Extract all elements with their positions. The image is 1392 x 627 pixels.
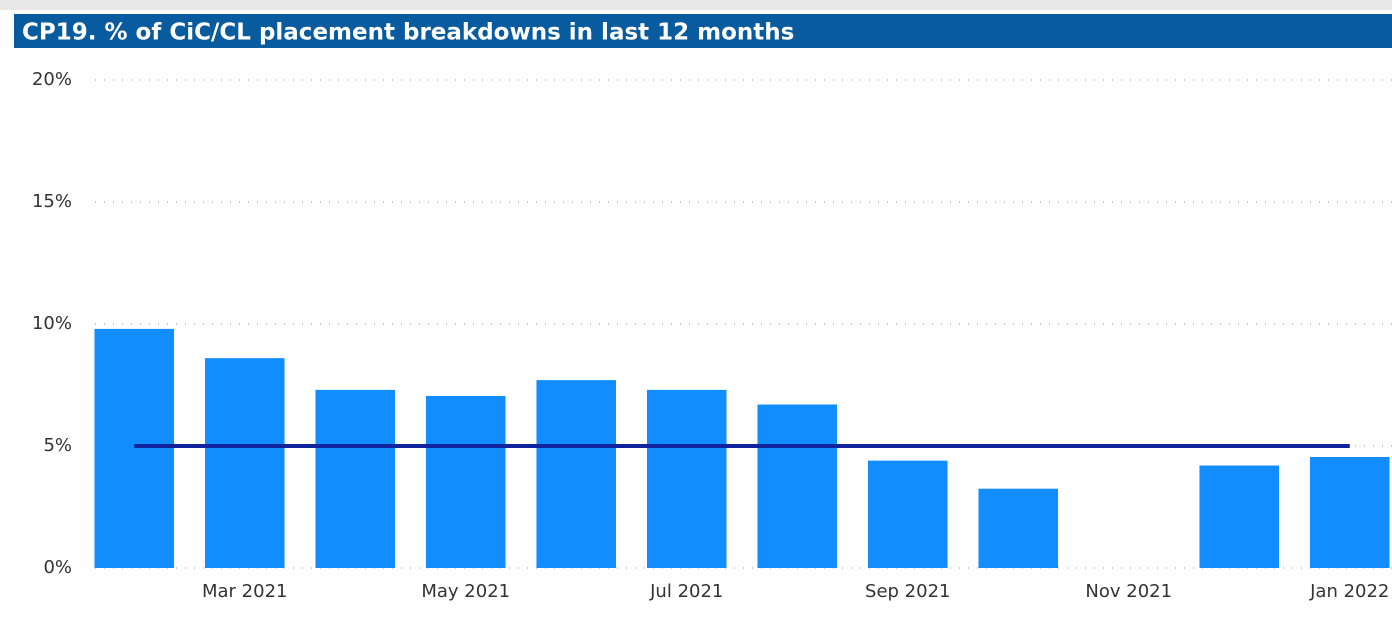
y-tick-label: 20% [32,69,72,90]
bar [315,389,396,568]
top-strip [0,0,1392,10]
y-tick-label: 10% [32,313,72,334]
y-tick-label: 0% [43,557,72,578]
bar [1199,465,1280,568]
chart-title: CP19. % of CiC/CL placement breakdowns i… [22,20,794,46]
bar [94,328,175,568]
bar [646,389,727,568]
bar [757,404,838,568]
x-tick-label: Jul 2021 [649,581,723,602]
x-tick-label: Mar 2021 [202,581,288,602]
x-tick-label: Jan 2022 [1309,581,1389,602]
y-tick-label: 5% [43,435,72,456]
bar [978,488,1059,568]
title-bar [14,14,1392,48]
x-tick-label: May 2021 [421,581,510,602]
bar [536,380,617,568]
x-tick-label: Sep 2021 [865,581,950,602]
bar [204,358,285,568]
x-tick-label: Nov 2021 [1085,581,1172,602]
bar [425,395,506,568]
bar [867,460,948,568]
bar [1309,456,1390,568]
y-tick-label: 15% [32,191,72,212]
